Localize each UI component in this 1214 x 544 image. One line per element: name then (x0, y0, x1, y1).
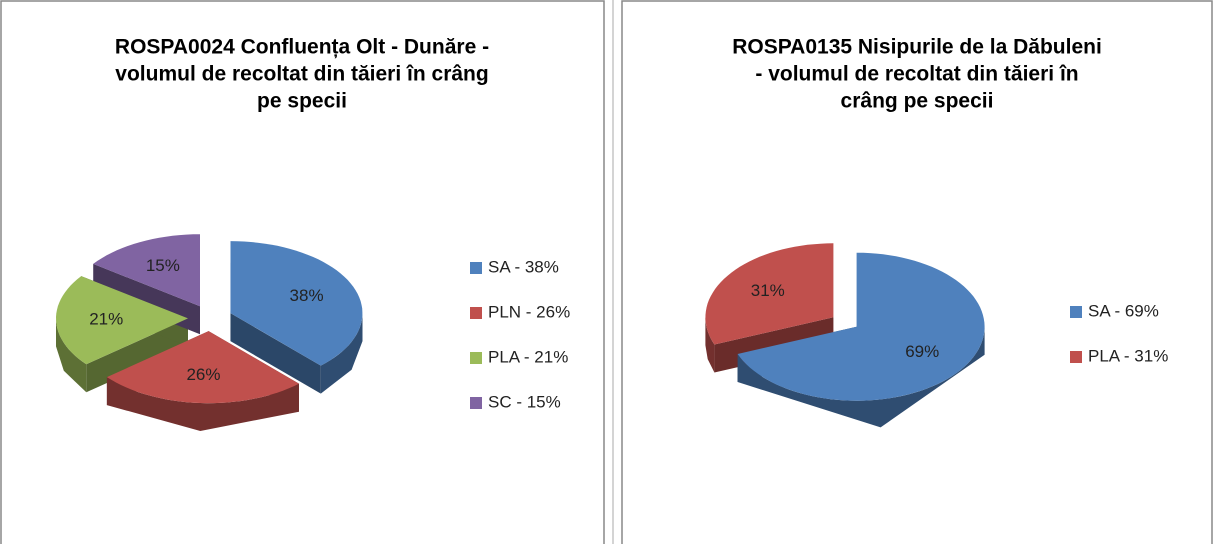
chart-title: crâng pe specii (841, 90, 994, 113)
slice (737, 252, 985, 401)
slice (106, 331, 300, 404)
chart-title: volumul de recoltat din tăieri în crâng (115, 63, 488, 86)
legend-label: SC - 15% (488, 392, 561, 411)
legend-swatch (1070, 306, 1082, 318)
slice (56, 276, 189, 365)
data-label: 38% (290, 286, 324, 305)
legend-label: PLA - 31% (1088, 346, 1168, 365)
slice (93, 234, 201, 307)
chart-title: - volumul de recoltat din tăieri în (755, 63, 1078, 86)
slice-wall (705, 317, 715, 373)
data-label: 31% (751, 281, 785, 300)
slice-side (230, 313, 321, 394)
data-label: 21% (89, 309, 123, 328)
slice-side (86, 318, 189, 393)
slice-wall (106, 377, 300, 431)
legend-swatch (1070, 351, 1082, 363)
chart-title: pe specii (257, 90, 347, 113)
legend-label: SA - 38% (488, 257, 559, 276)
slice-wall (737, 326, 985, 428)
slice (230, 241, 363, 366)
legend-label: PLA - 21% (488, 347, 568, 366)
legend-label: SA - 69% (1088, 301, 1159, 320)
data-label: 69% (905, 342, 939, 361)
slice-wall (320, 313, 363, 394)
legend-swatch (470, 352, 482, 364)
slice-wall (56, 318, 87, 393)
legend-swatch (470, 307, 482, 319)
legend-swatch (470, 397, 482, 409)
legend-swatch (470, 262, 482, 274)
data-label: 26% (186, 365, 220, 384)
data-label: 15% (146, 256, 180, 275)
chart-title: ROSPA0135 Nisipurile de la Dăbuleni (732, 36, 1102, 59)
slice (705, 243, 834, 345)
chart-title: ROSPA0024 Confluența Olt - Dunăre - (115, 36, 489, 59)
legend-label: PLN - 26% (488, 302, 570, 321)
